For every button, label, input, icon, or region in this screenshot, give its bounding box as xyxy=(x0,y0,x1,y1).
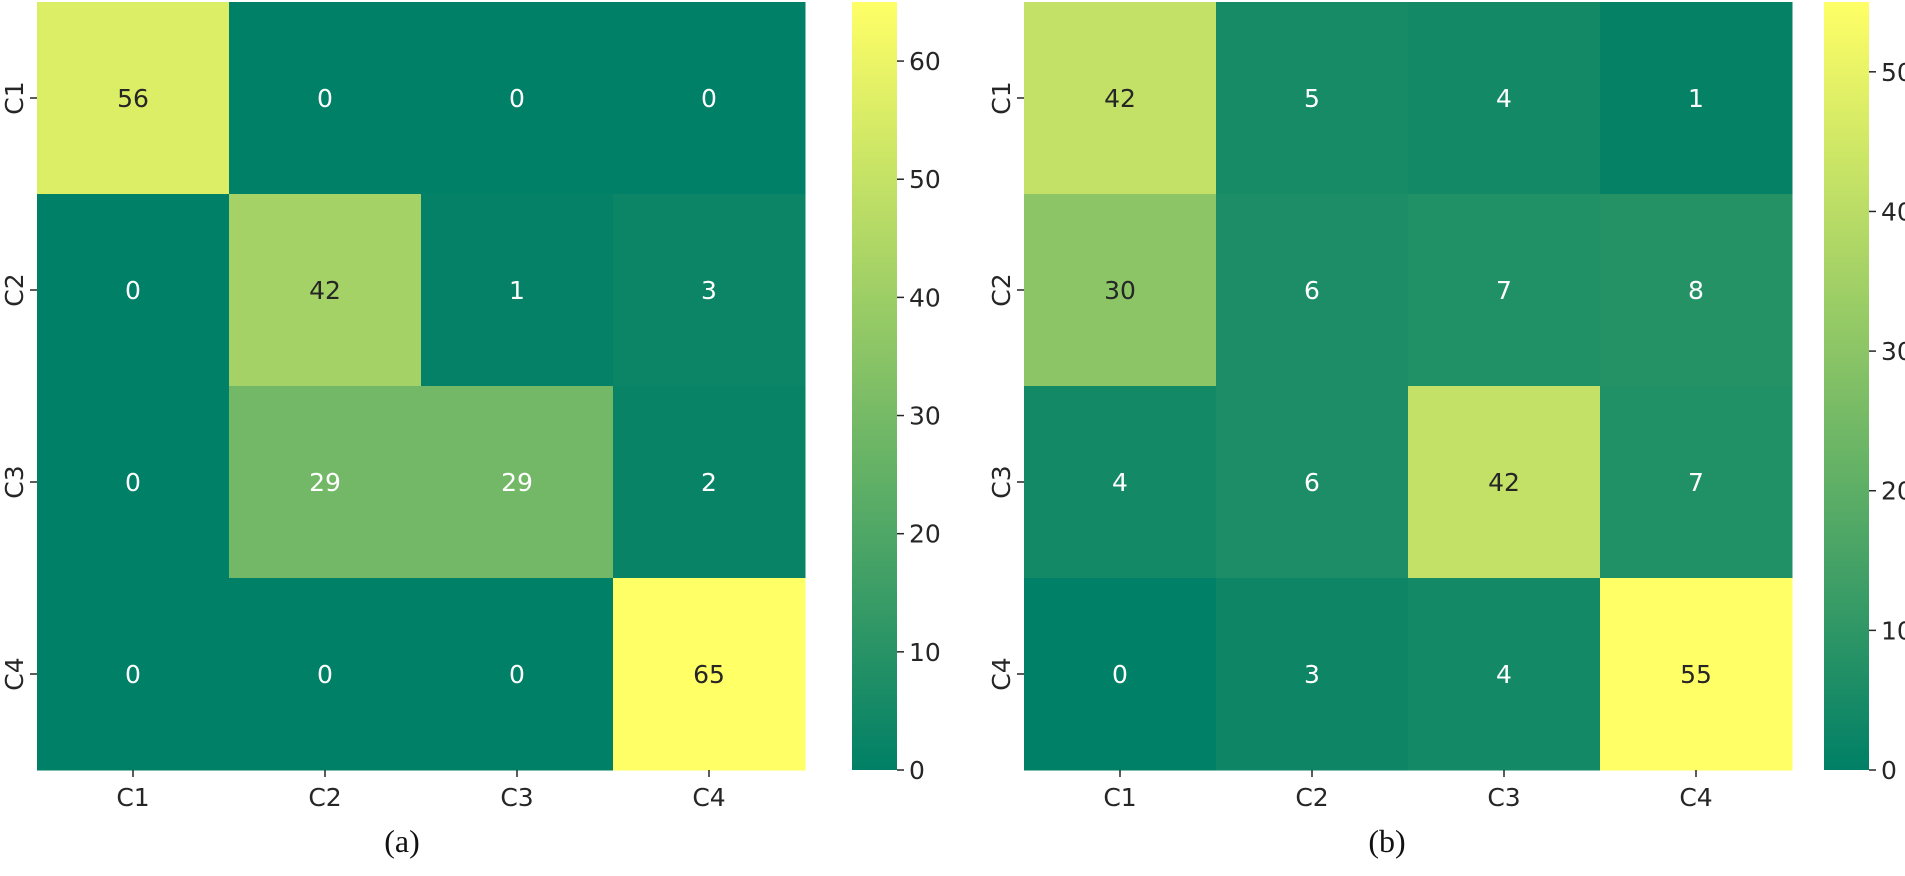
colorbar-tick-label-b-3: 30 xyxy=(1881,337,1905,366)
cell-value-b-r3-c4: 7 xyxy=(1688,468,1704,497)
heatmap-cell-a-r4-c4 xyxy=(613,578,806,771)
heatmap-cell-a-r4-c2 xyxy=(229,578,422,771)
x-tick-label-a-1: C1 xyxy=(116,783,149,812)
colorbar-a xyxy=(852,2,897,770)
cell-value-a-r1-c2: 0 xyxy=(317,84,333,113)
heatmap-cell-a-r4-c1 xyxy=(37,578,230,771)
heatmap-cell-b-r3-c2 xyxy=(1216,386,1409,579)
x-tick-label-b-1: C1 xyxy=(1103,783,1136,812)
colorbar-tick-label-a-5: 50 xyxy=(909,165,941,194)
cell-value-b-r4-c4: 55 xyxy=(1680,660,1712,689)
cell-value-a-r4-c2: 0 xyxy=(317,660,333,689)
cell-value-b-r2-c2: 6 xyxy=(1304,276,1320,305)
y-tick-label-b-1: C1 xyxy=(987,81,1016,114)
cell-value-b-r4-c1: 0 xyxy=(1112,660,1128,689)
cell-value-a-r2-c4: 3 xyxy=(701,276,717,305)
colorbar-b xyxy=(1824,2,1869,770)
cell-value-a-r4-c1: 0 xyxy=(125,660,141,689)
heatmap-cell-a-r1-c1 xyxy=(37,2,230,195)
y-tick-label-b-2: C2 xyxy=(987,273,1016,306)
heatmap-cell-a-r3-c3 xyxy=(421,386,614,579)
cell-value-a-r4-c4: 65 xyxy=(693,660,725,689)
x-tick-label-a-4: C4 xyxy=(692,783,725,812)
y-tick-label-a-4: C4 xyxy=(0,657,29,690)
cell-value-a-r4-c3: 0 xyxy=(509,660,525,689)
y-tick-label-a-1: C1 xyxy=(0,81,29,114)
heatmap-cell-a-r1-c3 xyxy=(421,2,614,195)
cell-value-a-r3-c2: 29 xyxy=(309,468,341,497)
cell-value-a-r3-c3: 29 xyxy=(501,468,533,497)
colorbar-tick-label-b-1: 10 xyxy=(1881,616,1905,645)
cell-value-a-r2-c2: 42 xyxy=(309,276,341,305)
colorbar-tick-label-a-1: 10 xyxy=(909,638,941,667)
heatmap-cell-a-r4-c3 xyxy=(421,578,614,771)
heatmap-cell-b-r2-c3 xyxy=(1408,194,1601,387)
heatmap-cell-b-r4-c2 xyxy=(1216,578,1409,771)
x-tick-label-a-3: C3 xyxy=(500,783,533,812)
heatmap-cell-b-r2-c1 xyxy=(1024,194,1217,387)
heatmap-cell-b-r1-c2 xyxy=(1216,2,1409,195)
cell-value-a-r3-c4: 2 xyxy=(701,468,717,497)
heatmap-cell-b-r2-c4 xyxy=(1600,194,1793,387)
cell-value-b-r4-c2: 3 xyxy=(1304,660,1320,689)
colorbar-tick-label-b-2: 20 xyxy=(1881,477,1905,506)
cell-value-b-r3-c3: 42 xyxy=(1488,468,1520,497)
panel-caption-b: (b) xyxy=(1368,823,1405,859)
heatmap-cell-b-r4-c3 xyxy=(1408,578,1601,771)
heatmap-cell-a-r3-c2 xyxy=(229,386,422,579)
colorbar-tick-label-b-0: 0 xyxy=(1881,756,1897,785)
cell-value-a-r2-c1: 0 xyxy=(125,276,141,305)
heatmap-cell-a-r3-c1 xyxy=(37,386,230,579)
cell-value-a-r1-c1: 56 xyxy=(117,84,149,113)
cell-value-b-r1-c1: 42 xyxy=(1104,84,1136,113)
x-tick-label-b-2: C2 xyxy=(1295,783,1328,812)
colorbar-tick-label-a-6: 60 xyxy=(909,47,941,76)
cell-value-b-r2-c1: 30 xyxy=(1104,276,1136,305)
heatmap-cell-a-r1-c2 xyxy=(229,2,422,195)
heatmap-cell-a-r2-c4 xyxy=(613,194,806,387)
heatmap-cell-b-r1-c3 xyxy=(1408,2,1601,195)
x-tick-label-a-2: C2 xyxy=(308,783,341,812)
y-tick-label-b-4: C4 xyxy=(987,657,1016,690)
cell-value-a-r2-c3: 1 xyxy=(509,276,525,305)
x-tick-label-b-4: C4 xyxy=(1679,783,1712,812)
cell-value-b-r3-c1: 4 xyxy=(1112,468,1128,497)
y-tick-label-b-3: C3 xyxy=(987,465,1016,498)
cell-value-b-r2-c3: 7 xyxy=(1496,276,1512,305)
cell-value-a-r3-c1: 0 xyxy=(125,468,141,497)
colorbar-tick-label-a-0: 0 xyxy=(909,756,925,785)
colorbar-tick-label-b-4: 40 xyxy=(1881,197,1905,226)
y-tick-label-a-2: C2 xyxy=(0,273,29,306)
heatmap-cell-b-r1-c1 xyxy=(1024,2,1217,195)
heatmap-cell-a-r2-c1 xyxy=(37,194,230,387)
cell-value-a-r1-c4: 0 xyxy=(701,84,717,113)
cell-value-b-r3-c2: 6 xyxy=(1304,468,1320,497)
heatmap-cell-b-r3-c4 xyxy=(1600,386,1793,579)
heatmap-cell-b-r2-c2 xyxy=(1216,194,1409,387)
cell-value-b-r4-c3: 4 xyxy=(1496,660,1512,689)
heatmap-cell-b-r3-c1 xyxy=(1024,386,1217,579)
cell-value-b-r2-c4: 8 xyxy=(1688,276,1704,305)
heatmap-cell-a-r2-c2 xyxy=(229,194,422,387)
x-tick-label-b-3: C3 xyxy=(1487,783,1520,812)
heatmap-cell-b-r1-c4 xyxy=(1600,2,1793,195)
heatmap-cell-a-r3-c4 xyxy=(613,386,806,579)
cell-value-a-r1-c3: 0 xyxy=(509,84,525,113)
colorbar-tick-label-a-2: 20 xyxy=(909,520,941,549)
colorbar-tick-label-a-4: 40 xyxy=(909,283,941,312)
cell-value-b-r1-c4: 1 xyxy=(1688,84,1704,113)
panel-caption-a: (a) xyxy=(384,823,420,859)
cell-value-b-r1-c2: 5 xyxy=(1304,84,1320,113)
heatmap-cell-a-r1-c4 xyxy=(613,2,806,195)
heatmap-cell-a-r2-c3 xyxy=(421,194,614,387)
y-tick-label-a-3: C3 xyxy=(0,465,29,498)
heatmap-cell-b-r4-c1 xyxy=(1024,578,1217,771)
heatmap-cell-b-r3-c3 xyxy=(1408,386,1601,579)
cell-value-b-r1-c3: 4 xyxy=(1496,84,1512,113)
colorbar-tick-label-a-3: 30 xyxy=(909,402,941,431)
heatmap-cell-b-r4-c4 xyxy=(1600,578,1793,771)
colorbar-tick-label-b-5: 50 xyxy=(1881,58,1905,87)
